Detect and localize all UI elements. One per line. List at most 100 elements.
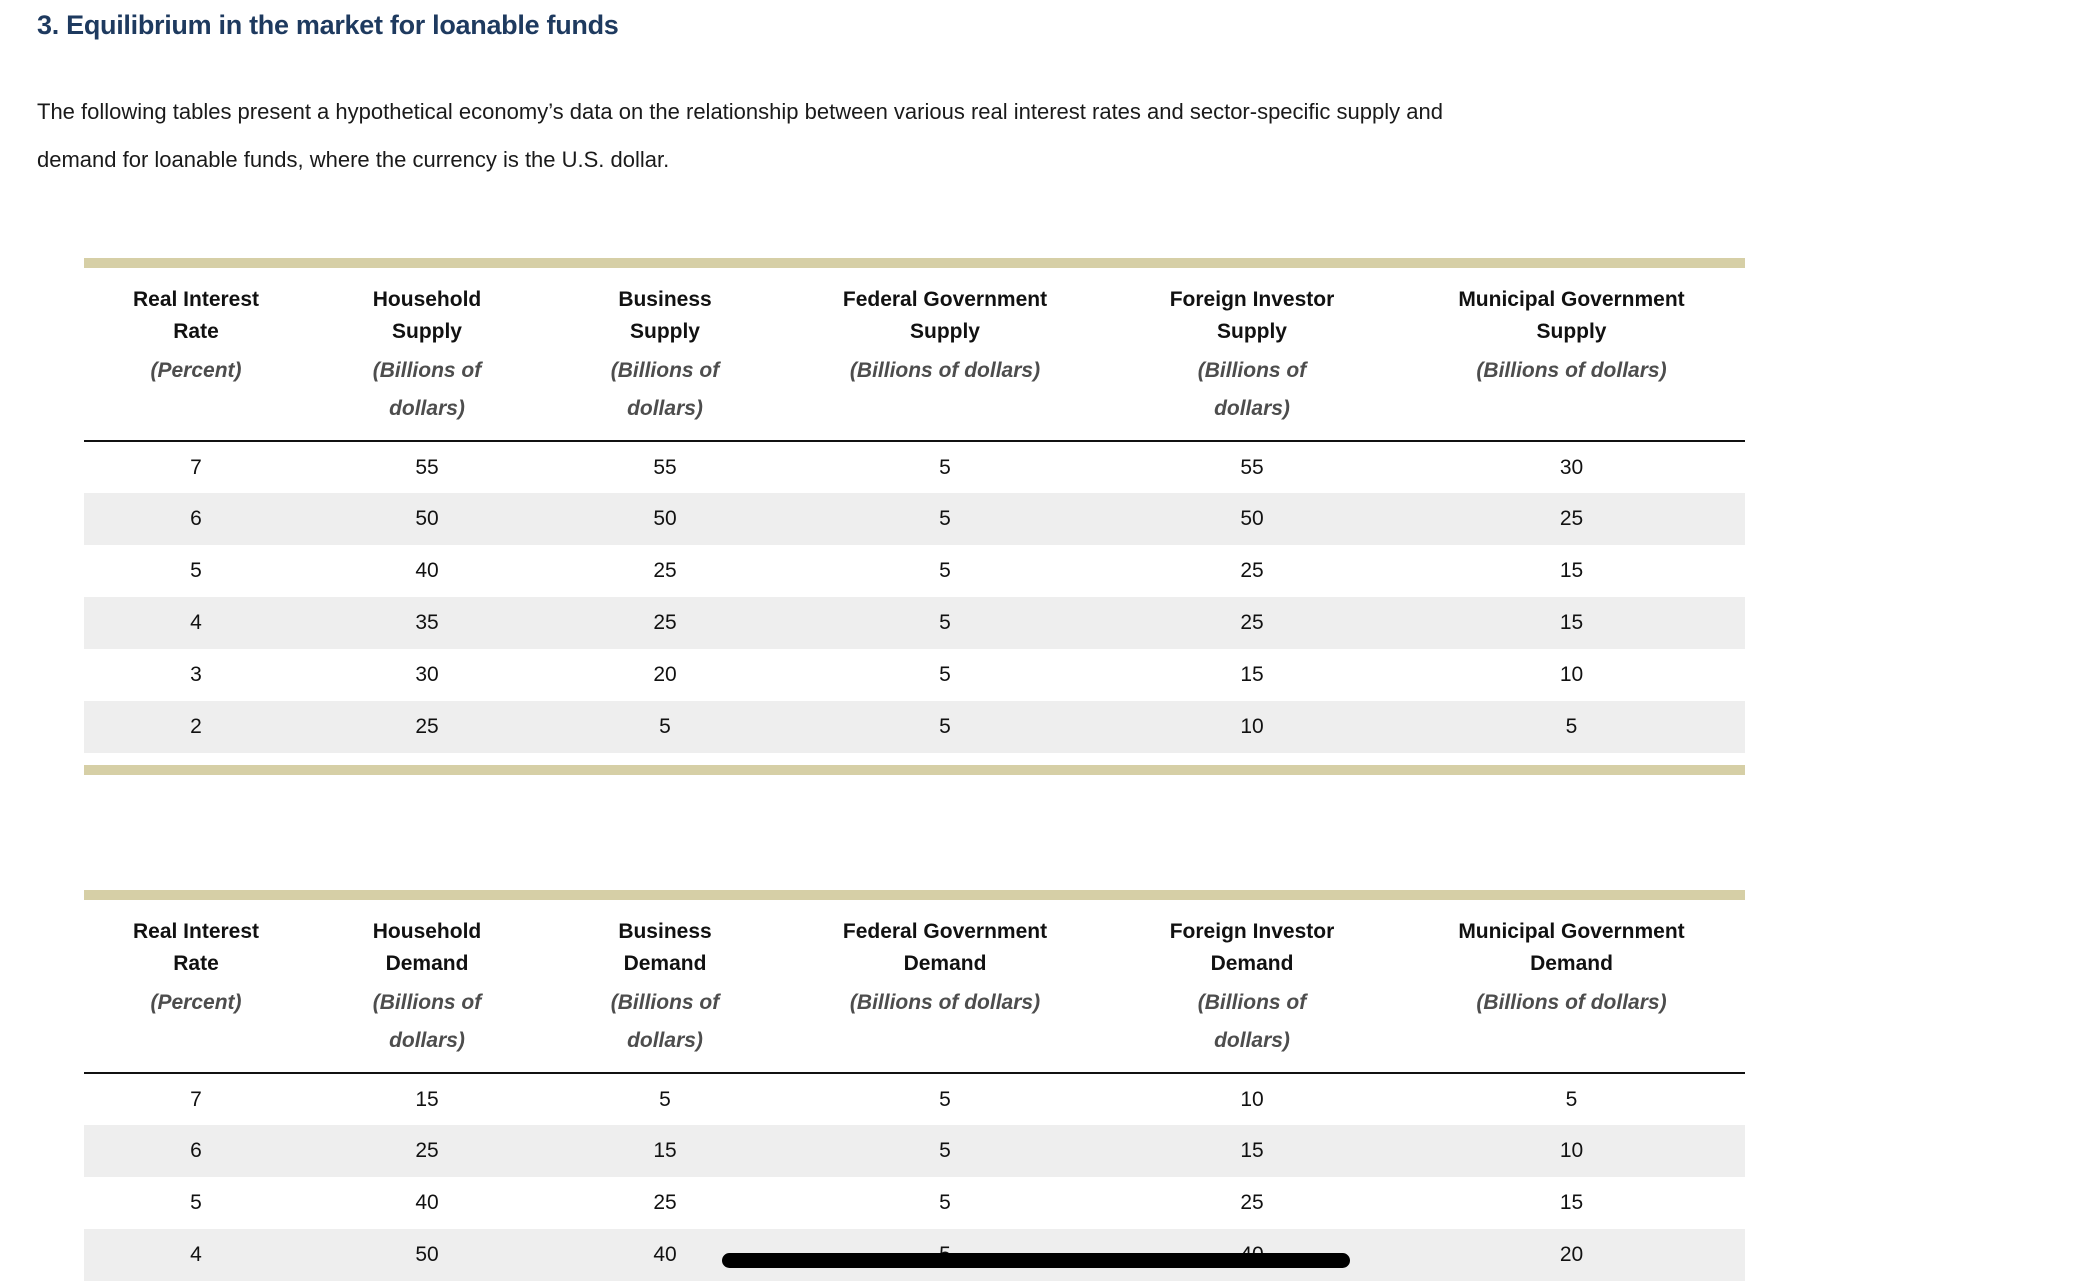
table-cell: 25 — [415, 715, 439, 738]
table-cell: 55 — [1240, 455, 1264, 479]
table-cell: 40 — [415, 559, 439, 582]
intro-line-1: The following tables present a hypotheti… — [37, 99, 1443, 124]
table-cell: 40 — [653, 1243, 677, 1266]
column-title: Federal Government Demand — [842, 920, 1048, 975]
supply-table-section: Real Interest Rate (Percent) Household Suppl… — [84, 258, 1745, 775]
table-cell: 15 — [653, 1139, 677, 1162]
column-title: Foreign Investor Supply — [1169, 288, 1335, 343]
intro-line-2: demand for loanable funds, where the cur… — [37, 147, 670, 172]
column-header: Business Demand (Billions of dollars) — [546, 900, 784, 1074]
redaction-marker — [722, 1253, 1350, 1268]
column-header: Municipal Government Supply (Billions of d… — [1398, 268, 1745, 442]
table-cell: 25 — [653, 1191, 677, 1214]
column-unit: (Billions of dollars) — [849, 991, 1041, 1014]
demand-table-section: Real Interest Rate (Percent) Household Deman… — [84, 890, 1745, 1281]
column-unit: (Billions of dollars) — [1476, 991, 1667, 1014]
column-header: Real Interest Rate (Percent) — [84, 268, 308, 442]
table-cell: 50 — [1240, 507, 1264, 530]
table-cell: 25 — [1240, 611, 1264, 634]
table-cell: 15 — [1240, 1139, 1264, 1162]
column-unit: (Billions of dollars) — [610, 359, 720, 420]
table-cell: 25 — [1559, 507, 1584, 530]
table-row: 5 40 25 5 25 15 — [84, 1177, 1745, 1229]
column-title: Municipal Government Demand — [1458, 920, 1685, 975]
column-header: Household Supply (Billions of dollars) — [308, 268, 546, 442]
table-cell: 50 — [415, 1243, 439, 1266]
column-header: Household Demand (Billions of dollars) — [308, 900, 546, 1074]
table-cell: 5 — [939, 1139, 951, 1162]
table-cell: 55 — [415, 455, 439, 479]
column-header: Foreign Investor Supply (Billions of dollar… — [1106, 268, 1398, 442]
table-cell: 5 — [1565, 715, 1578, 738]
demand-table: Real Interest Rate (Percent) Household Deman… — [84, 900, 1745, 1281]
column-title: Real Interest Rate — [132, 288, 260, 343]
accent-bar-top — [84, 258, 1745, 268]
demand-header-row: Real Interest Rate (Percent) Household Deman… — [84, 900, 1745, 1074]
table-cell: 5 — [659, 715, 671, 738]
table-cell: 25 — [415, 1139, 439, 1162]
table-row: 5 40 25 5 25 15 — [84, 545, 1745, 597]
table-cell: 5 — [939, 715, 951, 738]
table-row: 7 15 5 5 10 5 — [84, 1073, 1745, 1125]
table-cell: 6 — [190, 1139, 202, 1162]
accent-bar-top — [84, 890, 1745, 900]
table-cell: 7 — [190, 455, 202, 479]
table-cell: 4 — [190, 1243, 202, 1266]
table-cell: 10 — [1559, 1139, 1584, 1162]
column-title: Foreign Investor Demand — [1169, 920, 1335, 975]
table-cell: 25 — [1240, 1191, 1264, 1214]
column-unit: (Billions of dollars) — [1197, 359, 1307, 420]
table-cell: 5 — [939, 1087, 951, 1111]
table-cell: 25 — [653, 611, 677, 634]
table-cell: 20 — [653, 663, 677, 686]
table-cell: 10 — [1240, 1087, 1264, 1111]
table-cell: 25 — [1240, 559, 1264, 582]
table-cell: 5 — [659, 1087, 671, 1111]
table-cell: 30 — [1559, 455, 1584, 479]
table-cell: 25 — [653, 559, 677, 582]
table-row: 6 25 15 5 15 10 — [84, 1125, 1745, 1177]
table-cell: 15 — [1559, 559, 1584, 582]
table-cell: 20 — [1559, 1243, 1584, 1266]
column-header: Real Interest Rate (Percent) — [84, 900, 308, 1074]
table-cell: 3 — [190, 663, 202, 686]
column-title: Federal Government Supply — [842, 288, 1048, 343]
column-title: Business Supply — [618, 288, 712, 343]
column-header: Federal Government Supply (Billions of dol… — [784, 268, 1106, 442]
table-cell: 5 — [939, 1191, 951, 1214]
table-cell: 5 — [190, 1191, 202, 1214]
table-cell: 2 — [190, 715, 202, 738]
table-cell: 4 — [190, 611, 202, 634]
accent-bar-bottom — [84, 765, 1745, 775]
table-cell: 15 — [1559, 611, 1584, 634]
intro-paragraph: The following tables present a hypotheti… — [37, 88, 1443, 184]
column-title: Household Demand — [372, 920, 482, 975]
column-unit: (Billions of dollars) — [1197, 991, 1307, 1052]
table-cell: 5 — [190, 559, 202, 582]
table-cell: 50 — [653, 507, 677, 530]
table-cell: 55 — [653, 455, 677, 479]
table-row: 3 30 20 5 15 10 — [84, 649, 1745, 701]
column-header: Federal Government Demand (Billions of dol… — [784, 900, 1106, 1074]
column-unit: (Percent) — [150, 991, 242, 1014]
section-heading: 3. Equilibrium in the market for loanabl… — [37, 10, 619, 40]
table-cell: 5 — [939, 455, 951, 479]
table-cell: 15 — [1559, 1191, 1584, 1214]
table-cell: 15 — [415, 1087, 439, 1111]
table-cell: 5 — [1565, 1087, 1578, 1111]
column-unit: (Billions of dollars) — [372, 359, 482, 420]
table-row: 7 55 55 5 55 30 — [84, 441, 1745, 493]
table-cell: 35 — [415, 611, 439, 634]
column-title: Real Interest Rate — [132, 920, 260, 975]
column-unit: (Billions of dollars) — [372, 991, 482, 1052]
table-cell: 5 — [939, 663, 951, 686]
column-title: Household Supply — [372, 288, 482, 343]
table-cell: 5 — [939, 559, 951, 582]
supply-table: Real Interest Rate (Percent) Household Suppl… — [84, 268, 1745, 753]
column-unit: (Percent) — [150, 359, 242, 382]
column-unit: (Billions of dollars) — [610, 991, 720, 1052]
table-cell: 40 — [415, 1191, 439, 1214]
column-unit: (Billions of dollars) — [849, 359, 1041, 382]
column-header: Municipal Government Demand (Billions of d… — [1398, 900, 1745, 1074]
table-cell: 5 — [939, 507, 951, 530]
